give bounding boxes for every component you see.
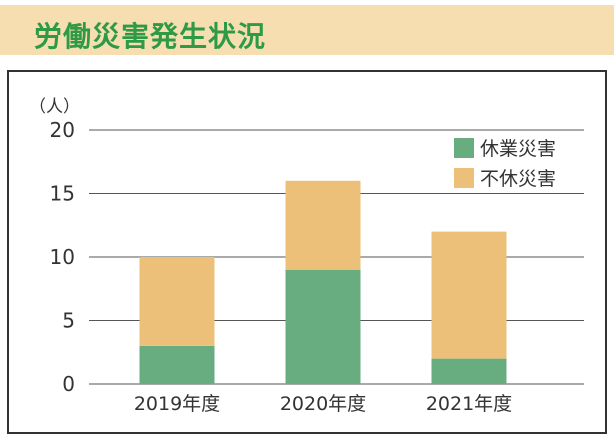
bars <box>139 180 507 384</box>
x-tick-label: 2019年度 <box>134 393 220 415</box>
bar-segment <box>431 358 507 384</box>
y-tick-label: 5 <box>62 309 75 333</box>
title-band: 労働災害発生状況 <box>0 5 614 55</box>
bar-segment <box>139 257 215 346</box>
axis-labels: （人） 0 5 10 15 20 2019年度 2020年度 2021年度 <box>29 97 512 415</box>
y-tick-label: 15 <box>50 182 75 206</box>
legend-label: 休業災害 <box>480 138 556 160</box>
bar-segment <box>139 345 215 384</box>
legend-label: 不休災害 <box>480 168 556 190</box>
y-tick-label: 10 <box>50 245 75 269</box>
chart-frame: （人） 0 5 10 15 20 2019年度 2020年度 2021年度 休業災害不休災害 <box>7 70 607 434</box>
y-unit-label: （人） <box>29 97 80 117</box>
legend-swatch <box>454 138 474 158</box>
bar-segment <box>431 231 507 359</box>
x-tick-label: 2020年度 <box>280 393 366 415</box>
legend-swatch <box>454 168 474 188</box>
y-tick-label: 20 <box>50 118 75 142</box>
page-title: 労働災害発生状況 <box>34 20 267 53</box>
bar-segment <box>285 269 361 384</box>
x-tick-label: 2021年度 <box>426 393 512 415</box>
bar-segment <box>285 180 361 270</box>
y-tick-label: 0 <box>62 372 75 396</box>
